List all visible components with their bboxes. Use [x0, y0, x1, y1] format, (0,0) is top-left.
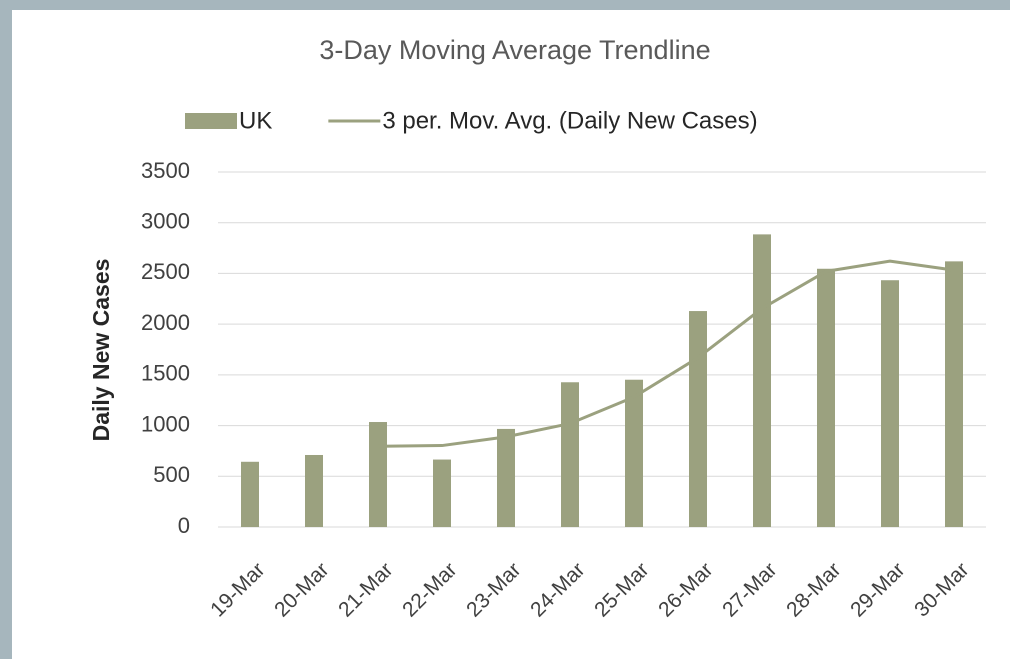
bar: [881, 280, 899, 527]
bar: [945, 261, 963, 527]
legend-label: 3 per. Mov. Avg. (Daily New Cases): [382, 107, 757, 134]
bar: [369, 422, 387, 527]
bar: [497, 428, 515, 527]
y-tick-label: 3000: [141, 209, 190, 234]
legend-label: UK: [239, 107, 272, 134]
moving-average-line: [377, 259, 955, 448]
bar: [561, 382, 579, 527]
y-tick-label: 2000: [141, 310, 190, 335]
y-tick-label: 2500: [141, 259, 190, 284]
chart-background: [12, 10, 1010, 659]
bar: [241, 461, 259, 527]
bar: [817, 268, 835, 527]
bar: [625, 379, 643, 527]
y-tick-label: 0: [178, 513, 190, 538]
y-tick-label: 1500: [141, 361, 190, 386]
y-tick-label: 1000: [141, 411, 190, 436]
bar: [689, 311, 707, 527]
y-tick-label: 3500: [141, 158, 190, 183]
bar: [753, 234, 771, 527]
bar: [433, 459, 451, 527]
y-axis-label: Daily New Cases: [88, 259, 114, 442]
y-tick-label: 500: [153, 462, 190, 487]
chart-title: 3-Day Moving Average Trendline: [319, 35, 710, 65]
legend-swatch: [185, 113, 237, 129]
bar: [305, 454, 323, 527]
